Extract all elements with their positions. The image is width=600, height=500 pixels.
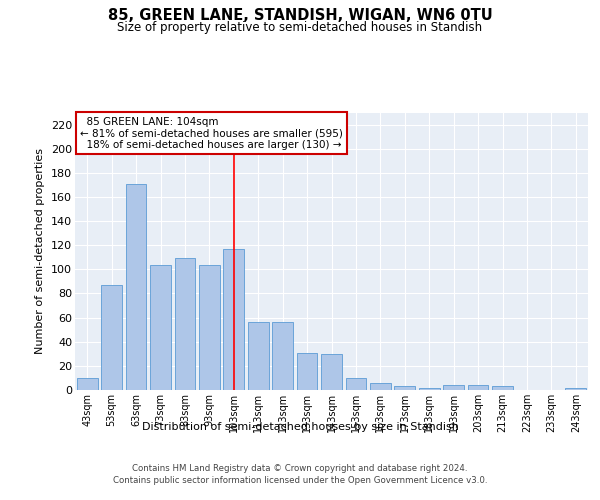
Text: 85 GREEN LANE: 104sqm
← 81% of semi-detached houses are smaller (595)
  18% of s: 85 GREEN LANE: 104sqm ← 81% of semi-deta… <box>80 116 343 150</box>
Bar <box>175 258 196 390</box>
Bar <box>394 386 415 390</box>
Bar <box>150 264 171 390</box>
Bar <box>467 385 488 390</box>
Text: Size of property relative to semi-detached houses in Standish: Size of property relative to semi-detach… <box>118 21 482 34</box>
Text: 85, GREEN LANE, STANDISH, WIGAN, WN6 0TU: 85, GREEN LANE, STANDISH, WIGAN, WN6 0TU <box>107 8 493 22</box>
Bar <box>296 352 317 390</box>
Bar <box>492 386 513 390</box>
Bar <box>346 378 367 390</box>
Bar <box>223 249 244 390</box>
Text: Contains HM Land Registry data © Crown copyright and database right 2024.: Contains HM Land Registry data © Crown c… <box>132 464 468 473</box>
Text: Distribution of semi-detached houses by size in Standish: Distribution of semi-detached houses by … <box>142 422 458 432</box>
Bar <box>199 264 220 390</box>
Bar <box>248 322 269 390</box>
Bar <box>443 385 464 390</box>
Bar <box>321 354 342 390</box>
Bar <box>370 383 391 390</box>
Bar <box>272 322 293 390</box>
Bar <box>77 378 98 390</box>
Bar <box>101 285 122 390</box>
Text: Contains public sector information licensed under the Open Government Licence v3: Contains public sector information licen… <box>113 476 487 485</box>
Bar <box>125 184 146 390</box>
Bar <box>419 388 440 390</box>
Bar <box>565 388 586 390</box>
Y-axis label: Number of semi-detached properties: Number of semi-detached properties <box>35 148 46 354</box>
